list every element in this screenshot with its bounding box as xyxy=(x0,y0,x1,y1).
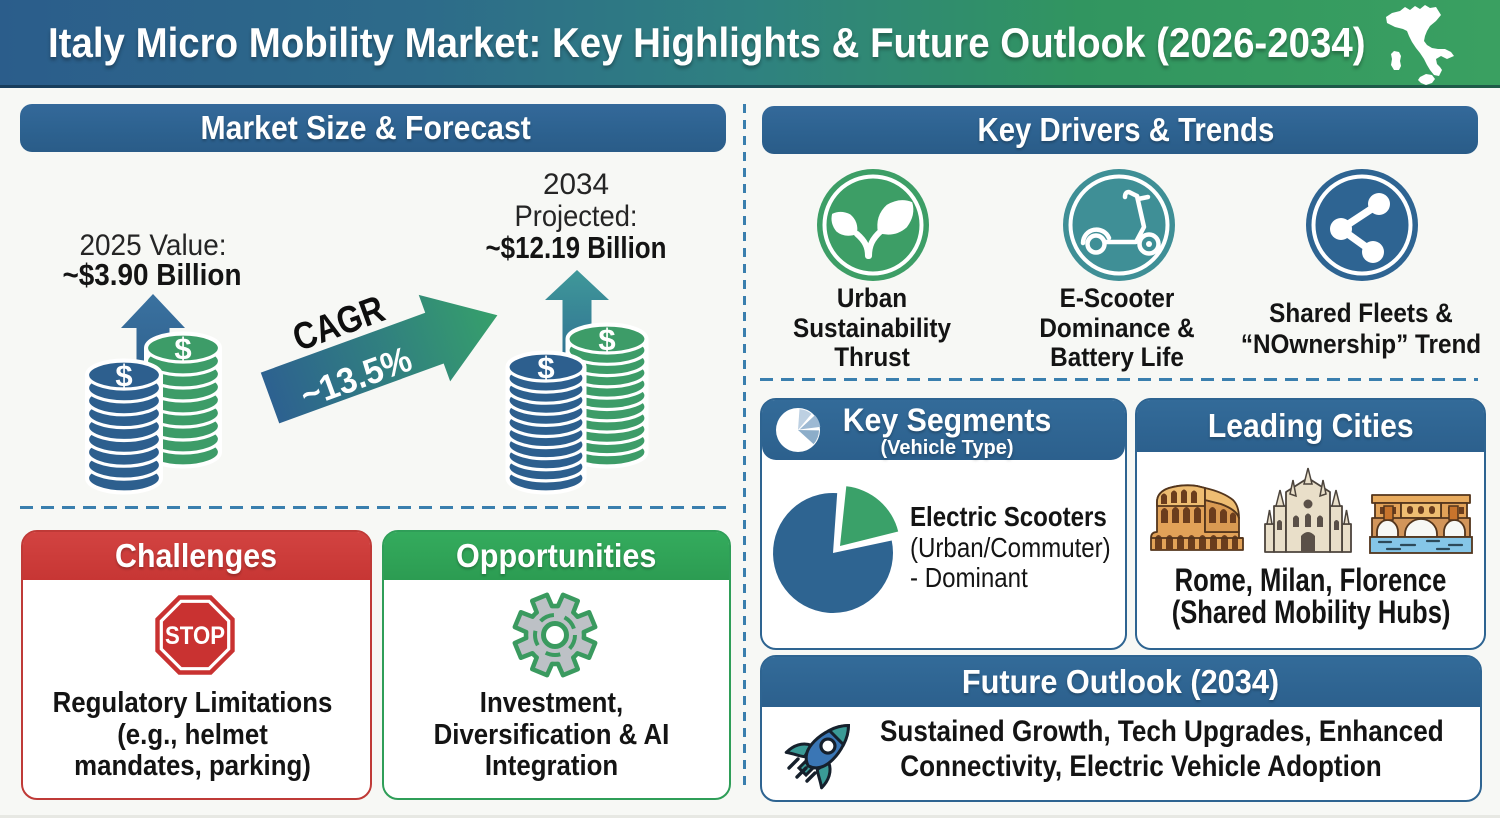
svg-text:Projected:: Projected: xyxy=(515,200,638,233)
svg-text:$: $ xyxy=(115,358,132,393)
svg-text:~$3.90 Billion: ~$3.90 Billion xyxy=(63,257,242,292)
svg-text:~$12.19 Billion: ~$12.19 Billion xyxy=(486,230,667,265)
svg-text:2034: 2034 xyxy=(543,168,609,201)
svg-text:$: $ xyxy=(174,331,191,366)
svg-text:2025 Value:: 2025 Value: xyxy=(80,229,227,262)
svg-text:$: $ xyxy=(598,322,615,357)
svg-text:STOP: STOP xyxy=(165,622,225,650)
svg-text:$: $ xyxy=(537,350,554,385)
